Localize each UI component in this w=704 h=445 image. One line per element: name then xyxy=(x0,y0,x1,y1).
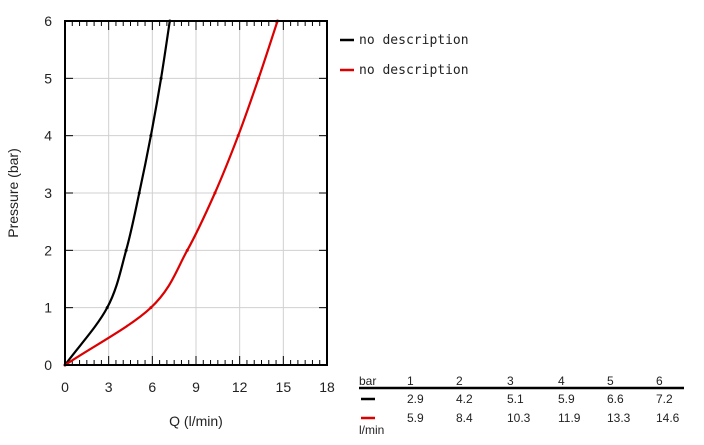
table-column-header: 6 xyxy=(656,374,663,388)
x-tick-label: 6 xyxy=(148,379,156,395)
table-cell: 11.9 xyxy=(558,411,581,425)
table-cell: 5.9 xyxy=(558,392,575,406)
y-axis-label: Pressure (bar) xyxy=(5,148,21,237)
table-header-unit: bar xyxy=(359,374,376,388)
table-column-header: 2 xyxy=(456,374,463,388)
data-point xyxy=(185,248,189,252)
data-point xyxy=(159,76,163,80)
table-cell: 8.4 xyxy=(456,411,473,425)
data-point xyxy=(137,191,141,195)
table-cell: 2.9 xyxy=(407,392,424,406)
y-tick-label: 1 xyxy=(44,300,52,316)
data-point xyxy=(124,248,128,252)
data-point xyxy=(213,191,217,195)
legend-label: no description xyxy=(359,63,469,78)
table-column-header: 5 xyxy=(607,374,614,388)
y-tick-label: 0 xyxy=(44,357,52,373)
y-tick-label: 5 xyxy=(44,70,52,86)
data-point xyxy=(149,306,153,310)
x-tick-label: 3 xyxy=(105,379,113,395)
x-axis-label: Q (l/min) xyxy=(169,413,223,429)
table-cell: 14.6 xyxy=(656,411,680,425)
data-point xyxy=(236,134,240,138)
plot-area-frame xyxy=(64,20,328,366)
x-tick-label: 9 xyxy=(192,379,200,395)
legend: no description no description xyxy=(340,33,469,78)
y-tick-label: 4 xyxy=(44,128,52,144)
data-point xyxy=(149,134,153,138)
x-tick-label: 0 xyxy=(61,379,69,395)
y-tick-label: 3 xyxy=(44,185,52,201)
x-tick-label: 12 xyxy=(232,379,248,395)
table-unit-label: l/min xyxy=(359,423,384,437)
table-cell: 4.2 xyxy=(456,392,473,406)
table-column-header: 3 xyxy=(507,374,514,388)
table-cell: 5.9 xyxy=(407,411,424,425)
x-tick-label: 15 xyxy=(276,379,292,395)
y-tick-label: 2 xyxy=(44,242,52,258)
data-point xyxy=(257,76,261,80)
table-cell: 7.2 xyxy=(656,392,673,406)
data-table: bar 1 2 3 4 5 6 2.9 4.2 5.1 5.9 6.6 7.2 5.9 8.4 10.3 11.… xyxy=(359,374,684,437)
legend-label: no description xyxy=(359,33,469,48)
table-cell: 10.3 xyxy=(507,411,531,425)
table-cell: 13.3 xyxy=(607,411,631,425)
table-cell: 6.6 xyxy=(607,392,624,406)
y-tick-label: 6 xyxy=(44,13,52,29)
table-cell: 5.1 xyxy=(507,392,524,406)
table-column-header: 1 xyxy=(407,374,414,388)
x-tick-label: 18 xyxy=(319,379,335,395)
data-point xyxy=(105,306,109,310)
table-column-header: 4 xyxy=(558,374,565,388)
